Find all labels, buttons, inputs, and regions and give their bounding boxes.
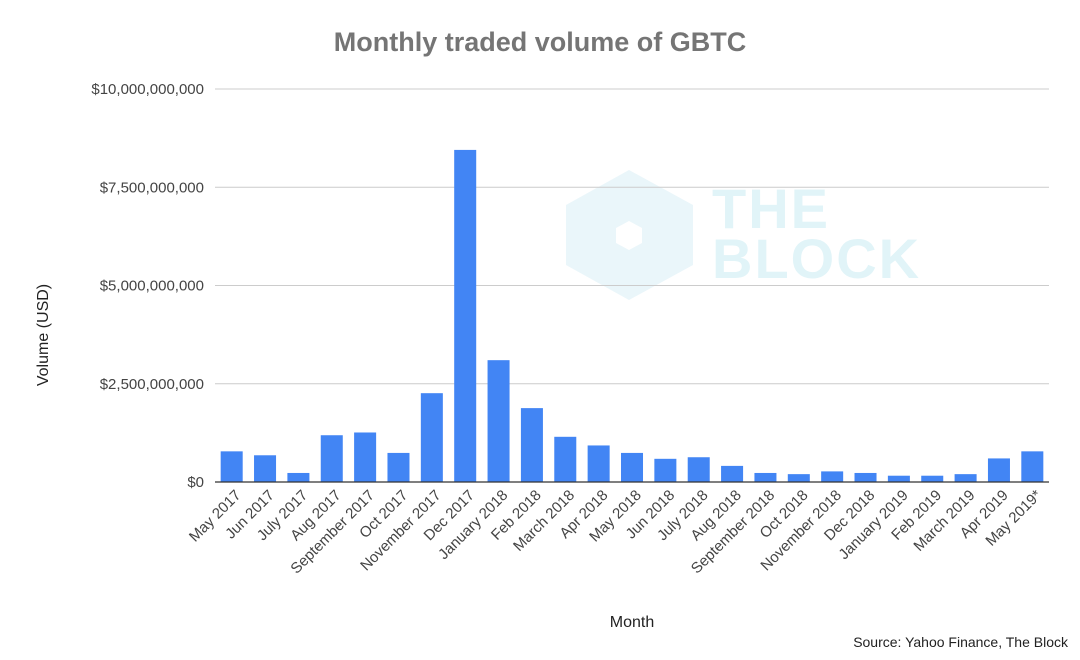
bar	[854, 472, 877, 482]
watermark-logo-inner-icon	[616, 221, 642, 250]
bar	[254, 455, 277, 482]
bar	[921, 475, 944, 482]
bar	[787, 474, 810, 482]
bar	[320, 435, 343, 482]
x-axis-label: Month	[610, 614, 654, 631]
y-tick-label: $0	[187, 474, 204, 491]
bar	[520, 408, 543, 482]
bar	[587, 445, 610, 482]
watermark-line-2: BLOCK	[712, 227, 921, 290]
source-note: Source: Yahoo Finance, The Block	[853, 634, 1069, 650]
bar	[354, 432, 377, 482]
watermark: THE BLOCK	[566, 170, 921, 300]
bar	[454, 149, 477, 483]
bar	[687, 457, 710, 482]
bar	[420, 393, 443, 482]
chart-title: Monthly traded volume of GBTC	[334, 27, 747, 57]
bar	[754, 472, 777, 482]
bar	[654, 458, 677, 482]
bar	[487, 360, 510, 482]
y-axis-label: Volume (USD)	[35, 284, 52, 386]
y-tick-label: $2,500,000,000	[100, 376, 204, 393]
gridlines	[215, 88, 1049, 385]
bar	[287, 472, 310, 482]
bar	[887, 475, 910, 482]
bar	[954, 474, 977, 482]
bar	[1021, 451, 1044, 482]
bars	[220, 149, 1044, 483]
y-tick-label: $10,000,000,000	[91, 81, 204, 98]
bar	[987, 458, 1010, 482]
y-tick-label: $5,000,000,000	[100, 278, 204, 295]
bar	[220, 451, 243, 482]
bar	[554, 436, 577, 482]
bar	[821, 471, 844, 482]
y-tick-label: $7,500,000,000	[100, 179, 204, 196]
bar	[387, 452, 410, 482]
bar	[620, 452, 644, 482]
bar	[721, 465, 744, 482]
y-axis-ticks: $0 $2,500,000,000 $5,000,000,000 $7,500,000…	[91, 81, 204, 491]
